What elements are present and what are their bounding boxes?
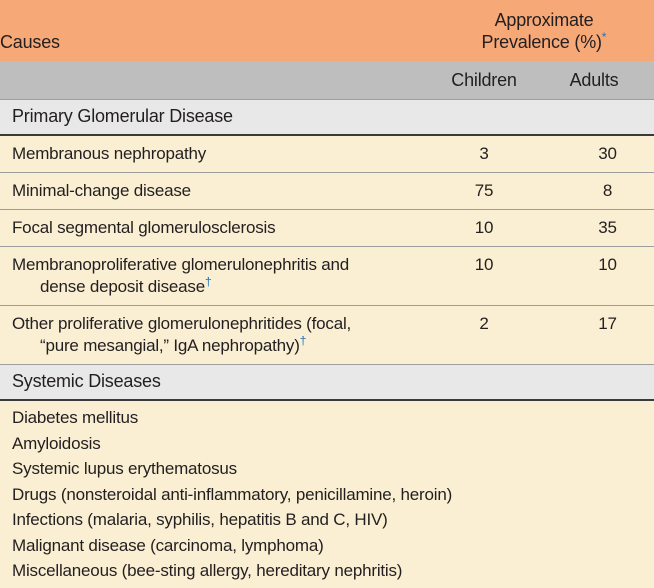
cause-cell: Membranoproliferative glomerulonephritis…	[0, 246, 434, 306]
list-item: Malignant disease (carcinoma, lymphoma)	[12, 535, 324, 555]
list-item: Infections (malaria, syphilis, hepatitis…	[12, 510, 388, 529]
section-header-row: Systemic Diseases	[0, 364, 654, 401]
children-value: 2	[434, 305, 534, 365]
cause-line1: Other proliferative glomerulonephritides…	[12, 314, 352, 333]
asterisk-footnote-mark: *	[601, 30, 607, 44]
column-header-prevalence: Approximate Prevalence (%)*	[434, 0, 654, 61]
table-row: Other proliferative glomerulonephritides…	[0, 305, 654, 365]
table-title-row: Causes Approximate Prevalence (%)*	[0, 0, 654, 61]
table-row: Membranoproliferative glomerulonephritis…	[0, 246, 654, 306]
adults-value: 30	[534, 134, 654, 173]
cause-line2: “pure mesangial,” IgA nephropathy)†	[12, 333, 430, 357]
section-title: Primary Glomerular Disease	[0, 99, 654, 136]
list-cell: Diabetes mellitus Amyloidosis Systemic l…	[0, 400, 654, 588]
list-item: Diabetes mellitus	[12, 408, 139, 427]
adults-value: 8	[534, 172, 654, 210]
subheader-spacer	[0, 61, 434, 100]
list-item: Amyloidosis	[12, 433, 101, 453]
list-item: Systemic lupus erythematosus	[12, 459, 237, 478]
column-header-children: Children	[434, 61, 534, 100]
children-value: 10	[434, 246, 534, 306]
prevalence-label-line1: Approximate	[494, 10, 594, 30]
table-row: Membranous nephropathy 3 30	[0, 134, 654, 173]
table-row: Minimal-change disease 75 8	[0, 172, 654, 210]
cause-line2-text: “pure mesangial,” IgA nephropathy)	[40, 336, 300, 355]
table-row: Focal segmental glomerulosclerosis 10 35	[0, 209, 654, 247]
cause-cell: Membranous nephropathy	[0, 134, 434, 173]
adults-value: 17	[534, 305, 654, 365]
section-title: Systemic Diseases	[0, 364, 654, 401]
causes-label: Causes	[0, 32, 60, 52]
dagger-footnote-mark: †	[299, 333, 307, 348]
table-subheader-row: Children Adults	[0, 61, 654, 100]
adults-value: 10	[534, 246, 654, 306]
cause-line2-text: dense deposit disease	[40, 277, 205, 296]
systemic-diseases-list: Diabetes mellitus Amyloidosis Systemic l…	[0, 400, 654, 588]
children-value: 10	[434, 209, 534, 247]
list-item: Miscellaneous (bee-sting allergy, heredi…	[12, 561, 403, 580]
children-value: 75	[434, 172, 534, 210]
adults-value: 35	[534, 209, 654, 247]
cause-line2: dense deposit disease†	[12, 274, 430, 298]
cause-cell: Other proliferative glomerulonephritides…	[0, 305, 434, 365]
children-value: 3	[434, 134, 534, 173]
cause-cell: Minimal-change disease	[0, 172, 434, 210]
column-header-adults: Adults	[534, 61, 654, 100]
cause-line1: Membranoproliferative glomerulonephritis…	[12, 255, 350, 274]
cause-cell: Focal segmental glomerulosclerosis	[0, 209, 434, 247]
section-header-row: Primary Glomerular Disease	[0, 99, 654, 136]
dagger-footnote-mark: †	[204, 274, 212, 289]
prevalence-label-line2: Prevalence (%)	[481, 32, 602, 52]
column-header-causes: Causes	[0, 0, 434, 61]
list-item: Drugs (nonsteroidal anti-inflammatory, p…	[12, 484, 453, 504]
